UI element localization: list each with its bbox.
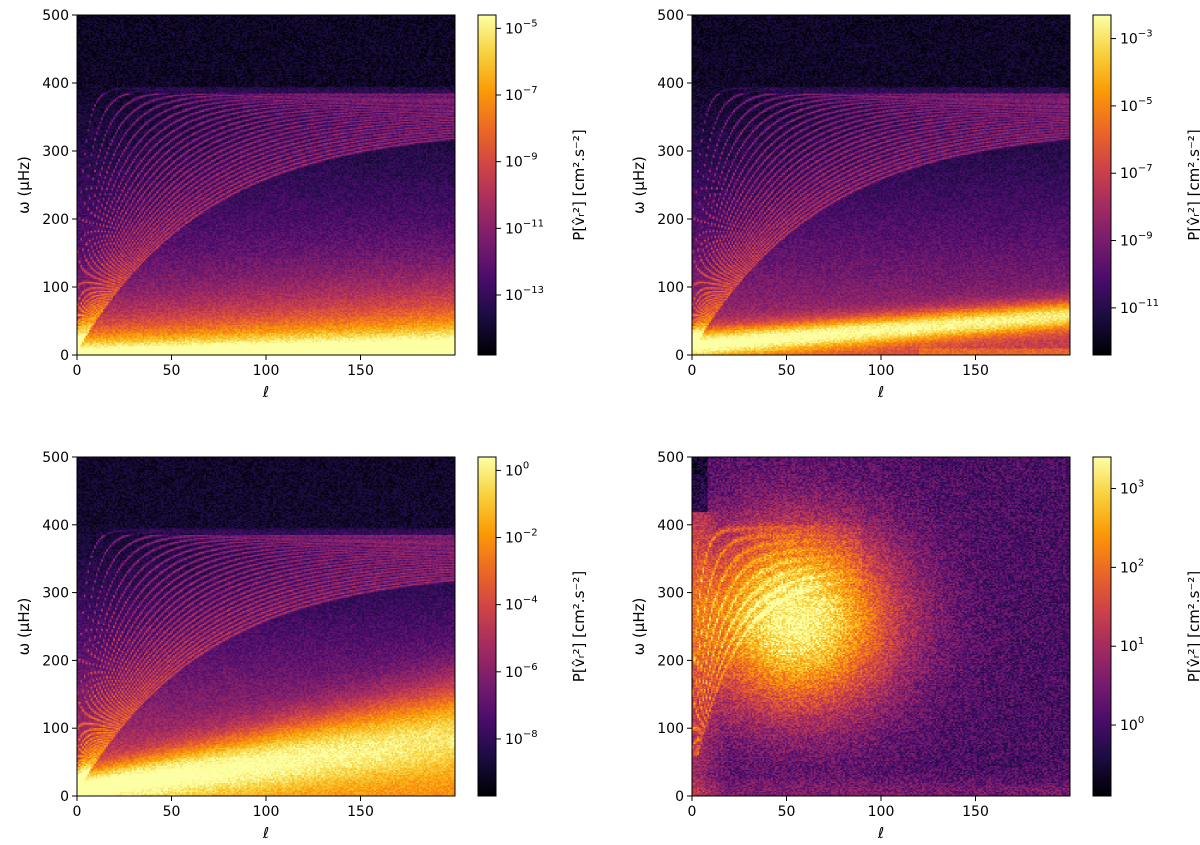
y-tick-label: 300 xyxy=(42,144,69,160)
colorbar: 10−3 10−5 10−7 10−9 10−11 P[v̂ᵣ²] [cm².s⁻²] xyxy=(1092,14,1200,356)
colorbar-tick-label: 10−7 xyxy=(505,85,538,104)
y-tick-label: 0 xyxy=(60,348,69,364)
x-axis-label: ℓ xyxy=(262,824,269,842)
x-axis-label: ℓ xyxy=(262,383,269,401)
y-tick-label: 100 xyxy=(42,280,69,296)
colorbar-tick-label: 10−2 xyxy=(505,528,538,547)
y-axis-label: ω (μHz) xyxy=(630,598,648,656)
x-tick-label: 50 xyxy=(778,804,796,820)
y-axis-label: ω (μHz) xyxy=(15,598,33,656)
colorbar-label: P[v̂ᵣ²] [cm².s⁻²] xyxy=(1185,571,1200,682)
x-tick-label: 100 xyxy=(253,363,280,379)
colorbar-label: P[v̂ᵣ²] [cm².s⁻²] xyxy=(570,129,588,240)
colorbar-tick-label: 102 xyxy=(1120,557,1144,576)
colorbar-frame xyxy=(477,14,497,356)
y-tick-label: 300 xyxy=(657,586,684,602)
colorbar: 103 102 101 100 P[v̂ᵣ²] [cm².s⁻²] xyxy=(1092,456,1200,797)
panel-bottom-left: 0 50 100 150 0 100 200 300 400 500 ℓ ω (μHz) 100 10−2… xyxy=(15,450,588,842)
y-tick-label: 500 xyxy=(657,8,684,24)
x-tick-label: 50 xyxy=(778,363,796,379)
y-tick-label: 300 xyxy=(657,144,684,160)
colorbar-tick-label: 10−5 xyxy=(1120,96,1153,115)
y-tick-label: 100 xyxy=(657,280,684,296)
colorbar-frame xyxy=(1092,456,1112,797)
y-tick-label: 200 xyxy=(657,653,684,669)
colorbar-tick-label: 10−7 xyxy=(1120,163,1153,182)
colorbar-gradient xyxy=(1093,457,1111,796)
colorbar: 10−5 10−7 10−9 10−11 10−13 P[v̂ᵣ²] [cm².s⁻²] xyxy=(477,14,588,356)
x-tick-label: 150 xyxy=(347,363,374,379)
colorbar-frame xyxy=(477,456,497,797)
colorbar-tick-label: 100 xyxy=(1120,715,1144,734)
x-tick-label: 0 xyxy=(73,804,82,820)
heatmap-image xyxy=(77,15,455,355)
x-axis-label: ℓ xyxy=(877,383,884,401)
x-tick-label: 0 xyxy=(688,804,697,820)
x-tick-label: 150 xyxy=(962,804,989,820)
y-tick-label: 0 xyxy=(675,789,684,805)
x-tick-label: 100 xyxy=(868,363,895,379)
colorbar-tick-label: 100 xyxy=(505,460,529,479)
y-tick-label: 100 xyxy=(42,721,69,737)
y-tick-label: 200 xyxy=(657,212,684,228)
colorbar-tick-label: 10−8 xyxy=(505,729,538,748)
y-tick-label: 300 xyxy=(42,586,69,602)
x-axis-label: ℓ xyxy=(877,824,884,842)
y-tick-label: 400 xyxy=(657,76,684,92)
x-tick-label: 100 xyxy=(253,804,280,820)
colorbar-gradient xyxy=(478,457,496,796)
heatmap-image xyxy=(692,457,1070,796)
y-tick-label: 200 xyxy=(42,653,69,669)
y-axis-label: ω (μHz) xyxy=(15,156,33,214)
colorbar-tick-label: 10−3 xyxy=(1120,29,1153,48)
colorbar-tick-label: 101 xyxy=(1120,636,1144,655)
y-axis-label: ω (μHz) xyxy=(630,156,648,214)
colorbar-label: P[v̂ᵣ²] [cm².s⁻²] xyxy=(570,571,588,682)
y-tick-label: 0 xyxy=(60,789,69,805)
y-tick-label: 0 xyxy=(675,348,684,364)
colorbar-label: P[v̂ᵣ²] [cm².s⁻²] xyxy=(1185,129,1200,240)
colorbar-tick-label: 10−9 xyxy=(1120,231,1153,250)
colorbar: 100 10−2 10−4 10−6 10−8 P[v̂ᵣ²] [cm².s⁻²] xyxy=(477,456,588,797)
colorbar-tick-label: 10−5 xyxy=(505,18,538,37)
x-tick-label: 150 xyxy=(962,363,989,379)
y-tick-label: 400 xyxy=(42,518,69,534)
y-tick-label: 200 xyxy=(42,212,69,228)
colorbar-tick-label: 10−9 xyxy=(505,152,538,171)
colorbar-tick-label: 10−4 xyxy=(505,595,538,614)
x-tick-label: 50 xyxy=(163,363,181,379)
heatmap-image xyxy=(692,15,1070,355)
colorbar-tick-label: 10−13 xyxy=(505,285,544,304)
y-tick-label: 400 xyxy=(42,76,69,92)
x-tick-label: 150 xyxy=(347,804,374,820)
heatmap-image xyxy=(77,457,455,796)
x-tick-label: 100 xyxy=(868,804,895,820)
colorbar-frame xyxy=(1092,14,1112,356)
colorbar-gradient xyxy=(1093,15,1111,355)
x-tick-label: 0 xyxy=(73,363,82,379)
colorbar-tick-label: 10−11 xyxy=(505,218,544,237)
y-tick-label: 100 xyxy=(657,721,684,737)
y-tick-label: 500 xyxy=(42,8,69,24)
y-tick-label: 400 xyxy=(657,518,684,534)
x-tick-label: 50 xyxy=(163,804,181,820)
colorbar-tick-label: 10−11 xyxy=(1120,298,1159,317)
colorbar-gradient xyxy=(478,15,496,355)
y-tick-label: 500 xyxy=(42,450,69,466)
colorbar-tick-label: 10−6 xyxy=(505,662,538,681)
y-tick-label: 500 xyxy=(657,450,684,466)
x-tick-label: 0 xyxy=(688,363,697,379)
colorbar-tick-label: 103 xyxy=(1120,479,1144,498)
